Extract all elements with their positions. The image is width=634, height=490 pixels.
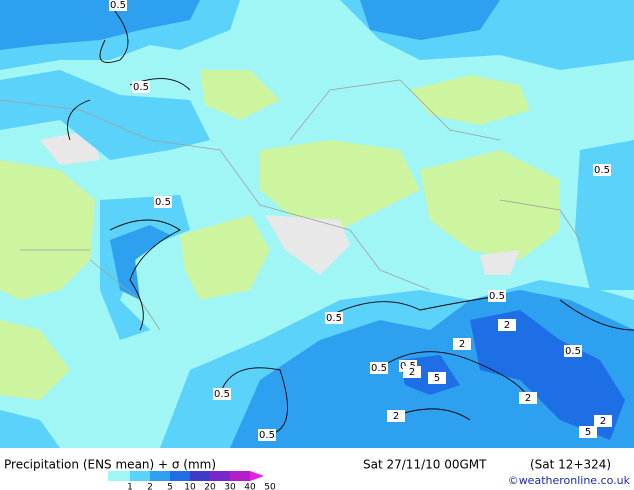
contour-label: 2 [393,411,399,422]
label-box [109,0,127,11]
label-box [387,410,405,422]
legend-swatch [170,471,190,481]
legend-swatch [130,471,150,481]
rain-area [0,410,60,448]
contour-label: 2 [459,339,465,350]
label-box [428,372,446,384]
contour-label: 2 [504,320,510,331]
label-box [593,164,611,176]
land [200,70,280,120]
contour-label: 2 [525,393,531,404]
label-box [488,290,506,302]
dry-area [265,215,350,275]
legend-label: 2 [147,483,153,490]
label-box [498,319,516,331]
legend-swatch [230,471,250,481]
legend-swatch [190,471,210,481]
contour-label: 0.5 [371,363,387,374]
map-title: Precipitation (ENS mean) + σ (mm) [4,458,216,472]
legend-swatch [108,471,130,481]
rain-area [100,195,190,340]
label-box [453,338,471,350]
legend-label: 20 [204,483,216,490]
legend-label: 5 [167,483,173,490]
land [0,320,70,400]
footer: Precipitation (ENS mean) + σ (mm) Sat 27… [4,458,631,490]
label-box [370,362,388,374]
label-box [132,81,150,93]
valid-time: Sat 27/11/10 00GMT [363,458,487,472]
rain-area [0,0,200,50]
land [420,150,560,260]
contour-label: 0.5 [110,0,126,11]
rain-area [110,225,170,300]
land [260,140,420,230]
label-box [579,426,597,438]
legend-label: 50 [264,483,276,490]
legend-label: 30 [224,483,236,490]
land [410,75,530,125]
color-legend: 1 2 5 10 20 30 40 50 [108,471,276,490]
legend-swatch [210,471,230,481]
rain-area [0,70,210,160]
legend-swatch [150,471,170,481]
dry-area [480,250,520,275]
contour-label: 0.5 [133,82,149,93]
credit: ©weatheronline.co.uk [508,474,631,487]
legend-label: 1 [127,483,133,490]
contour-labels: 0.50.50.50.50.50.5220.50.50.5250.5220.52… [109,0,612,441]
rain-area [575,140,634,290]
contour-label: 0.5 [594,165,610,176]
label-box [564,345,582,357]
contour-label: 2 [409,367,415,378]
contour-label: 0.5 [155,197,171,208]
contour-label: 5 [434,373,440,384]
land [180,215,270,300]
legend-label: 40 [244,483,256,490]
contour-label: 5 [585,427,591,438]
contour-label: 0.5 [214,389,230,400]
contour-label: 0.5 [259,430,275,441]
run-info: (Sat 12+324) [530,458,611,472]
label-box [594,415,612,427]
contour-label: 0.5 [565,346,581,357]
contour-label: 2 [600,416,606,427]
contour-label: 0.5 [326,313,342,324]
legend-swatch [250,471,264,481]
label-box [325,312,343,324]
label-box [403,366,421,378]
rain-area [470,310,625,440]
contours [67,4,634,436]
map: 0.50.50.50.50.50.5220.50.50.5250.5220.52… [0,0,634,448]
label-box [519,392,537,404]
contour-label: 0.5 [489,291,505,302]
legend-label: 10 [184,483,196,490]
land [0,160,95,300]
label-box [213,388,231,400]
label-box [258,429,276,441]
rain-area [360,0,500,40]
label-box [154,196,172,208]
